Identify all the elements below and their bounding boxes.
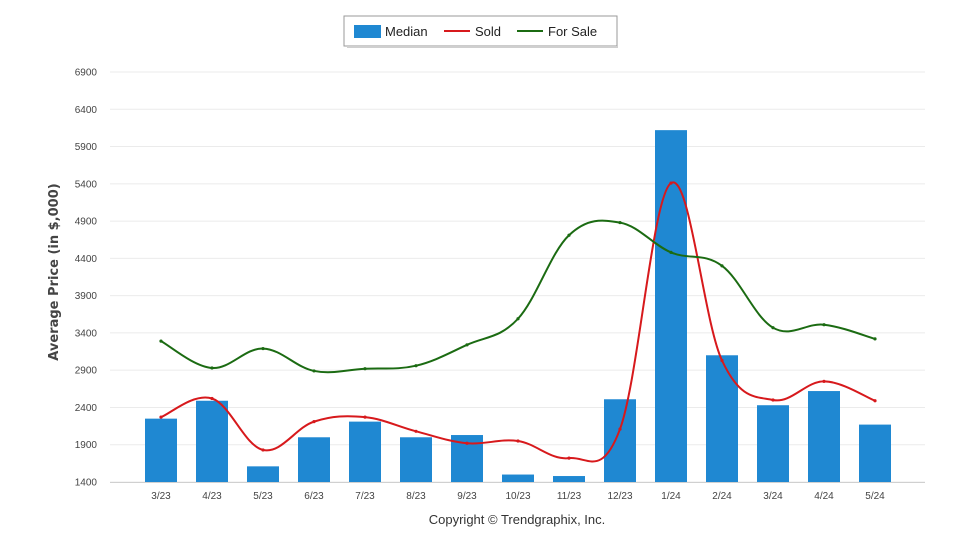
point-for-sale-1-24 [669, 250, 673, 254]
y-tick-label: 1400 [75, 478, 98, 489]
y-tick-label: 3400 [75, 328, 98, 339]
bar-median-4-23 [196, 400, 228, 482]
line-sold [160, 181, 876, 463]
bar-median-5-23 [247, 466, 279, 482]
point-sold-8-23 [414, 429, 418, 433]
point-sold-5-24 [873, 399, 877, 403]
legend: Median Sold For Sale [343, 15, 618, 48]
y-tick-label: 4900 [75, 217, 98, 228]
point-sold-5-23 [261, 448, 265, 452]
legend-label-median: Median [385, 24, 428, 39]
point-for-sale-4-23 [210, 366, 214, 370]
x-tick-label: 12/23 [607, 491, 632, 502]
x-tick-label: 2/24 [712, 491, 732, 502]
point-for-sale-12-23 [618, 220, 622, 225]
bar-median-4-24 [808, 391, 840, 482]
x-tick-label: 3/23 [151, 491, 171, 502]
y-tick-label: 4400 [75, 254, 98, 265]
point-sold-3-23 [159, 415, 163, 419]
point-sold-11-23 [567, 456, 571, 460]
point-for-sale-2-24 [720, 264, 724, 268]
point-for-sale-6-23 [312, 369, 316, 373]
point-for-sale-7-23 [363, 367, 367, 371]
y-tick-label: 6400 [75, 105, 98, 116]
point-sold-9-23 [465, 441, 469, 445]
x-tick-label: 8/23 [406, 491, 426, 502]
bar-median-5-24 [859, 424, 891, 482]
bar-median-11-23 [553, 476, 585, 482]
point-sold-6-23 [312, 420, 316, 424]
line-for-sale [160, 219, 876, 374]
y-axis-ticks: 1400 1900 2400 2900 3400 3900 4400 4900 5400 5900… [75, 68, 98, 489]
x-tick-label: 5/24 [865, 491, 885, 502]
point-for-sale-10-23 [516, 317, 520, 321]
y-tick-label: 2400 [75, 403, 98, 414]
point-for-sale-11-23 [567, 233, 571, 237]
x-tick-label: 1/24 [661, 491, 681, 502]
bar-median-12-23 [604, 399, 636, 482]
y-axis-label: Average Price (in $,000) [47, 183, 62, 360]
bar-median-3-24 [757, 405, 789, 482]
x-tick-label: 4/23 [202, 491, 222, 502]
point-sold-2-24 [720, 358, 724, 363]
bar-median-6-23 [298, 437, 330, 482]
point-sold-3-24 [771, 398, 775, 402]
y-tick-label: 2900 [75, 366, 98, 377]
point-sold-4-24 [822, 379, 826, 383]
point-sold-12-23 [618, 427, 622, 431]
y-tick-label: 5900 [75, 142, 98, 153]
grid-lines [110, 71, 925, 483]
bar-median-1-24 [655, 130, 687, 483]
copyright-footer: Copyright © Trendgraphix, Inc. [429, 512, 606, 527]
point-for-sale-9-23 [465, 343, 469, 347]
point-for-sale-3-23 [159, 339, 163, 343]
x-tick-label: 9/23 [457, 491, 477, 502]
point-sold-7-23 [363, 415, 367, 419]
legend-box [343, 15, 618, 47]
bar-median-7-23 [349, 421, 381, 482]
y-tick-label: 3900 [75, 291, 98, 302]
median-bars [145, 130, 891, 483]
x-tick-label: 11/23 [557, 491, 582, 502]
x-tick-label: 7/23 [355, 491, 375, 502]
x-axis-ticks: 3/23 4/23 5/23 6/23 7/23 8/23 9/23 10/23 11/23 12… [151, 491, 885, 502]
x-tick-label: 3/24 [763, 491, 783, 502]
point-sold-4-23 [210, 396, 214, 401]
bar-median-3-23 [145, 418, 177, 482]
price-lines [159, 181, 877, 463]
x-tick-label: 6/23 [304, 491, 324, 502]
point-for-sale-4-24 [822, 323, 826, 327]
bar-median-8-23 [400, 437, 432, 482]
y-tick-label: 1900 [75, 440, 98, 451]
point-sold-10-23 [516, 439, 520, 443]
y-tick-label: 5400 [75, 179, 98, 190]
legend-label-for-sale: For Sale [548, 24, 597, 39]
bar-median-10-23 [502, 474, 534, 482]
legend-swatch-median [354, 25, 381, 38]
x-tick-label: 4/24 [814, 491, 834, 502]
point-sold-1-24 [669, 181, 673, 185]
y-tick-label: 6900 [75, 68, 98, 79]
point-for-sale-5-23 [261, 346, 265, 351]
point-for-sale-5-24 [873, 337, 877, 341]
x-tick-label: 10/23 [505, 491, 530, 502]
legend-label-sold: Sold [475, 24, 501, 39]
bar-median-2-24 [706, 355, 738, 482]
point-for-sale-8-23 [414, 364, 418, 368]
point-for-sale-3-24 [771, 326, 775, 330]
x-tick-label: 5/23 [253, 491, 273, 502]
